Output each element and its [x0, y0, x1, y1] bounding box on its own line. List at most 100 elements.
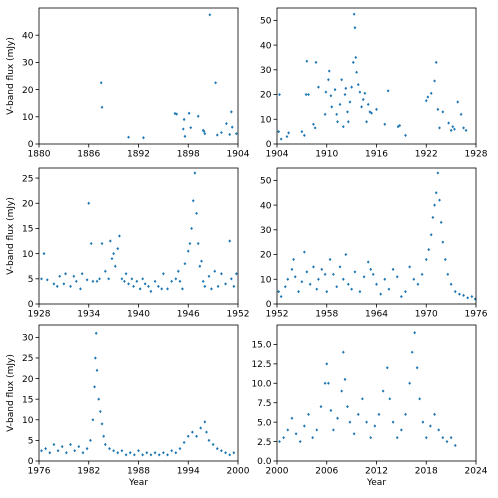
- data-point: [282, 436, 286, 440]
- data-point: [338, 265, 342, 269]
- data-point: [45, 278, 49, 282]
- data-point: [175, 112, 179, 116]
- x-tick-label: 1934: [77, 310, 100, 320]
- data-point: [132, 453, 136, 457]
- data-point: [365, 420, 368, 424]
- data-point: [196, 114, 200, 118]
- data-point: [207, 274, 211, 278]
- data-point: [176, 269, 180, 273]
- data-point: [365, 120, 368, 124]
- data-point: [48, 451, 52, 455]
- data-point: [379, 292, 383, 296]
- data-point: [189, 126, 193, 130]
- panel-5: 1976 1982 1988 1994 2000 0 5 10 15 20 25 30 V-band f…: [6, 324, 250, 488]
- data-point: [356, 412, 360, 416]
- data-point: [278, 92, 281, 97]
- data-point: [166, 453, 169, 457]
- data-point: [449, 282, 453, 286]
- y-tick-label: 20: [22, 86, 34, 96]
- data-point: [170, 449, 174, 453]
- data-point: [456, 100, 460, 104]
- y-tick-label: 15: [22, 225, 33, 235]
- data-point: [285, 134, 289, 139]
- data-point: [100, 105, 104, 109]
- data-point: [85, 278, 89, 282]
- data-point: [410, 350, 414, 354]
- data-point: [408, 265, 412, 269]
- data-point: [341, 277, 345, 281]
- data-point: [97, 397, 101, 401]
- data-point: [73, 449, 77, 453]
- x-tick-label: 1988: [127, 467, 150, 477]
- data-point: [153, 279, 157, 283]
- data-point: [336, 416, 339, 420]
- data-point: [190, 430, 194, 434]
- data-point: [408, 381, 412, 385]
- data-point: [350, 85, 354, 89]
- data-point: [386, 89, 390, 93]
- data-point: [124, 272, 128, 276]
- data-point: [312, 122, 315, 126]
- data-point: [429, 233, 433, 237]
- data-point: [124, 453, 128, 457]
- data-point: [108, 447, 111, 451]
- y-tick-label: 50: [260, 17, 272, 27]
- data-point: [202, 129, 206, 133]
- x-tick-label: 1898: [177, 150, 200, 160]
- data-point: [199, 426, 203, 430]
- data-point: [234, 132, 238, 136]
- data-point: [335, 112, 339, 116]
- x-tick-label: 2012: [365, 467, 388, 477]
- data-point: [381, 389, 385, 393]
- data-point: [346, 282, 350, 286]
- data-point: [362, 275, 366, 279]
- data-point: [441, 436, 445, 440]
- data-point: [311, 436, 315, 440]
- x-tick-label: 1880: [28, 150, 51, 160]
- data-point: [224, 451, 227, 455]
- data-point: [366, 102, 370, 107]
- data-point: [40, 449, 43, 453]
- data-point: [138, 287, 142, 291]
- data-point: [112, 252, 116, 256]
- data-point: [182, 440, 186, 445]
- data-point: [449, 128, 453, 132]
- data-point: [335, 285, 339, 289]
- data-point: [470, 294, 474, 299]
- data-point: [161, 272, 165, 276]
- data-point: [327, 381, 330, 385]
- data-point: [110, 257, 114, 261]
- data-point: [355, 70, 358, 74]
- data-point: [313, 126, 317, 130]
- data-point: [195, 211, 198, 215]
- data-point: [297, 290, 300, 294]
- data-point: [229, 277, 233, 281]
- data-point: [93, 356, 97, 360]
- y-tick-label: 15.0: [251, 341, 271, 351]
- data-point: [421, 420, 425, 424]
- data-point: [188, 241, 192, 246]
- data-point: [135, 279, 139, 283]
- data-point: [178, 279, 182, 283]
- data-point: [87, 201, 91, 205]
- data-point: [89, 241, 93, 246]
- data-point: [142, 136, 145, 140]
- data-point: [404, 412, 407, 416]
- data-point: [377, 412, 381, 416]
- y-tick-label: 10: [22, 250, 34, 260]
- data-point: [325, 362, 329, 366]
- data-point: [343, 377, 347, 381]
- x-tick-label: 2018: [415, 467, 438, 477]
- data-point: [232, 451, 236, 455]
- data-point: [383, 277, 387, 281]
- data-point: [215, 447, 219, 451]
- y-tick-label: 7.5: [257, 399, 271, 409]
- data-point: [473, 297, 477, 301]
- y-tick-label: 30: [22, 334, 34, 344]
- data-point: [343, 92, 347, 97]
- data-point: [462, 126, 465, 130]
- y-axis-label: V-band flux (mJy): [6, 197, 16, 275]
- data-point: [447, 121, 451, 125]
- y-tick-label: 5: [28, 437, 34, 447]
- y-tick-label: 15: [22, 395, 33, 405]
